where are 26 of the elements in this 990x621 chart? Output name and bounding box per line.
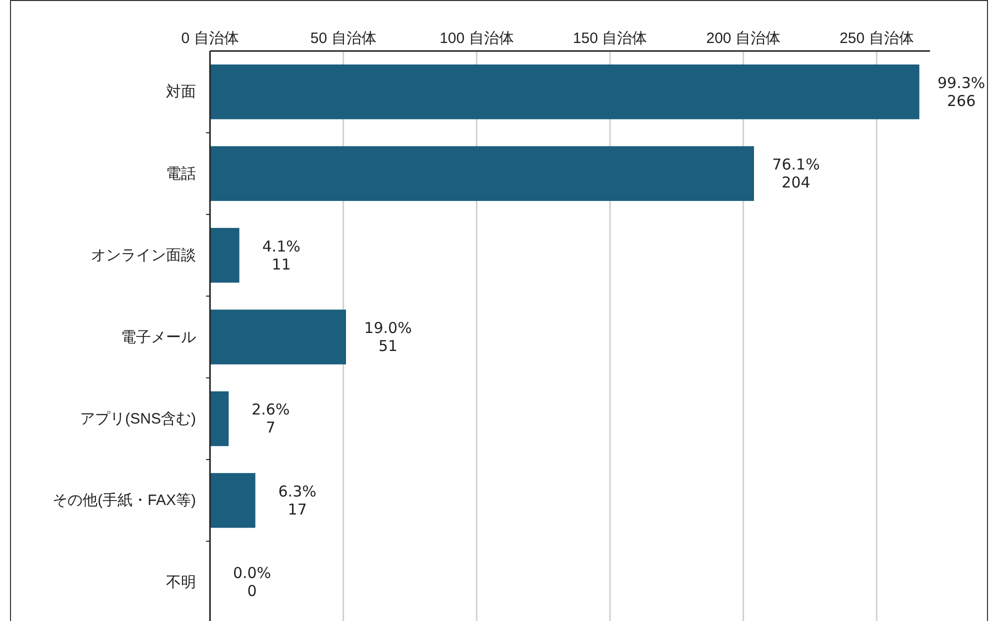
x-tick-label: 0 自治体 xyxy=(181,30,239,47)
bar xyxy=(210,64,920,120)
data-label: 76.1% 204 xyxy=(772,156,820,192)
x-tick-label: 150 自治体 xyxy=(572,30,648,47)
data-label: 2.6% 7 xyxy=(252,400,290,437)
y-tick-label: 電話 xyxy=(166,165,196,182)
data-label: 0.0% 0 xyxy=(232,564,272,600)
x-tick-label: 200 自治体 xyxy=(706,30,780,47)
x-tick-label: 250 自治体 xyxy=(840,30,914,47)
data-label: 99.3% 266 xyxy=(938,74,986,110)
x-tick-label: 100 自治体 xyxy=(440,30,514,47)
x-tick-label: 50 自治体 xyxy=(310,30,376,47)
data-label: 6.3% 17 xyxy=(278,482,316,518)
y-tick-label: 電子メール xyxy=(121,328,196,346)
y-tick-label: アプリ(SNS含む) xyxy=(80,410,196,428)
bar xyxy=(210,146,754,201)
y-tick-label: オンライン面談 xyxy=(91,247,196,264)
data-label: 19.0% 51 xyxy=(364,319,412,355)
data-label: 4.1% 11 xyxy=(262,237,300,274)
bar xyxy=(210,310,346,364)
bar xyxy=(210,228,240,283)
bar xyxy=(210,473,256,528)
bar xyxy=(210,391,229,446)
y-tick-label: 対面 xyxy=(166,84,196,101)
y-tick-label: 不明 xyxy=(166,574,196,591)
y-tick-label: その他(手紙・FAX等) xyxy=(52,492,196,510)
